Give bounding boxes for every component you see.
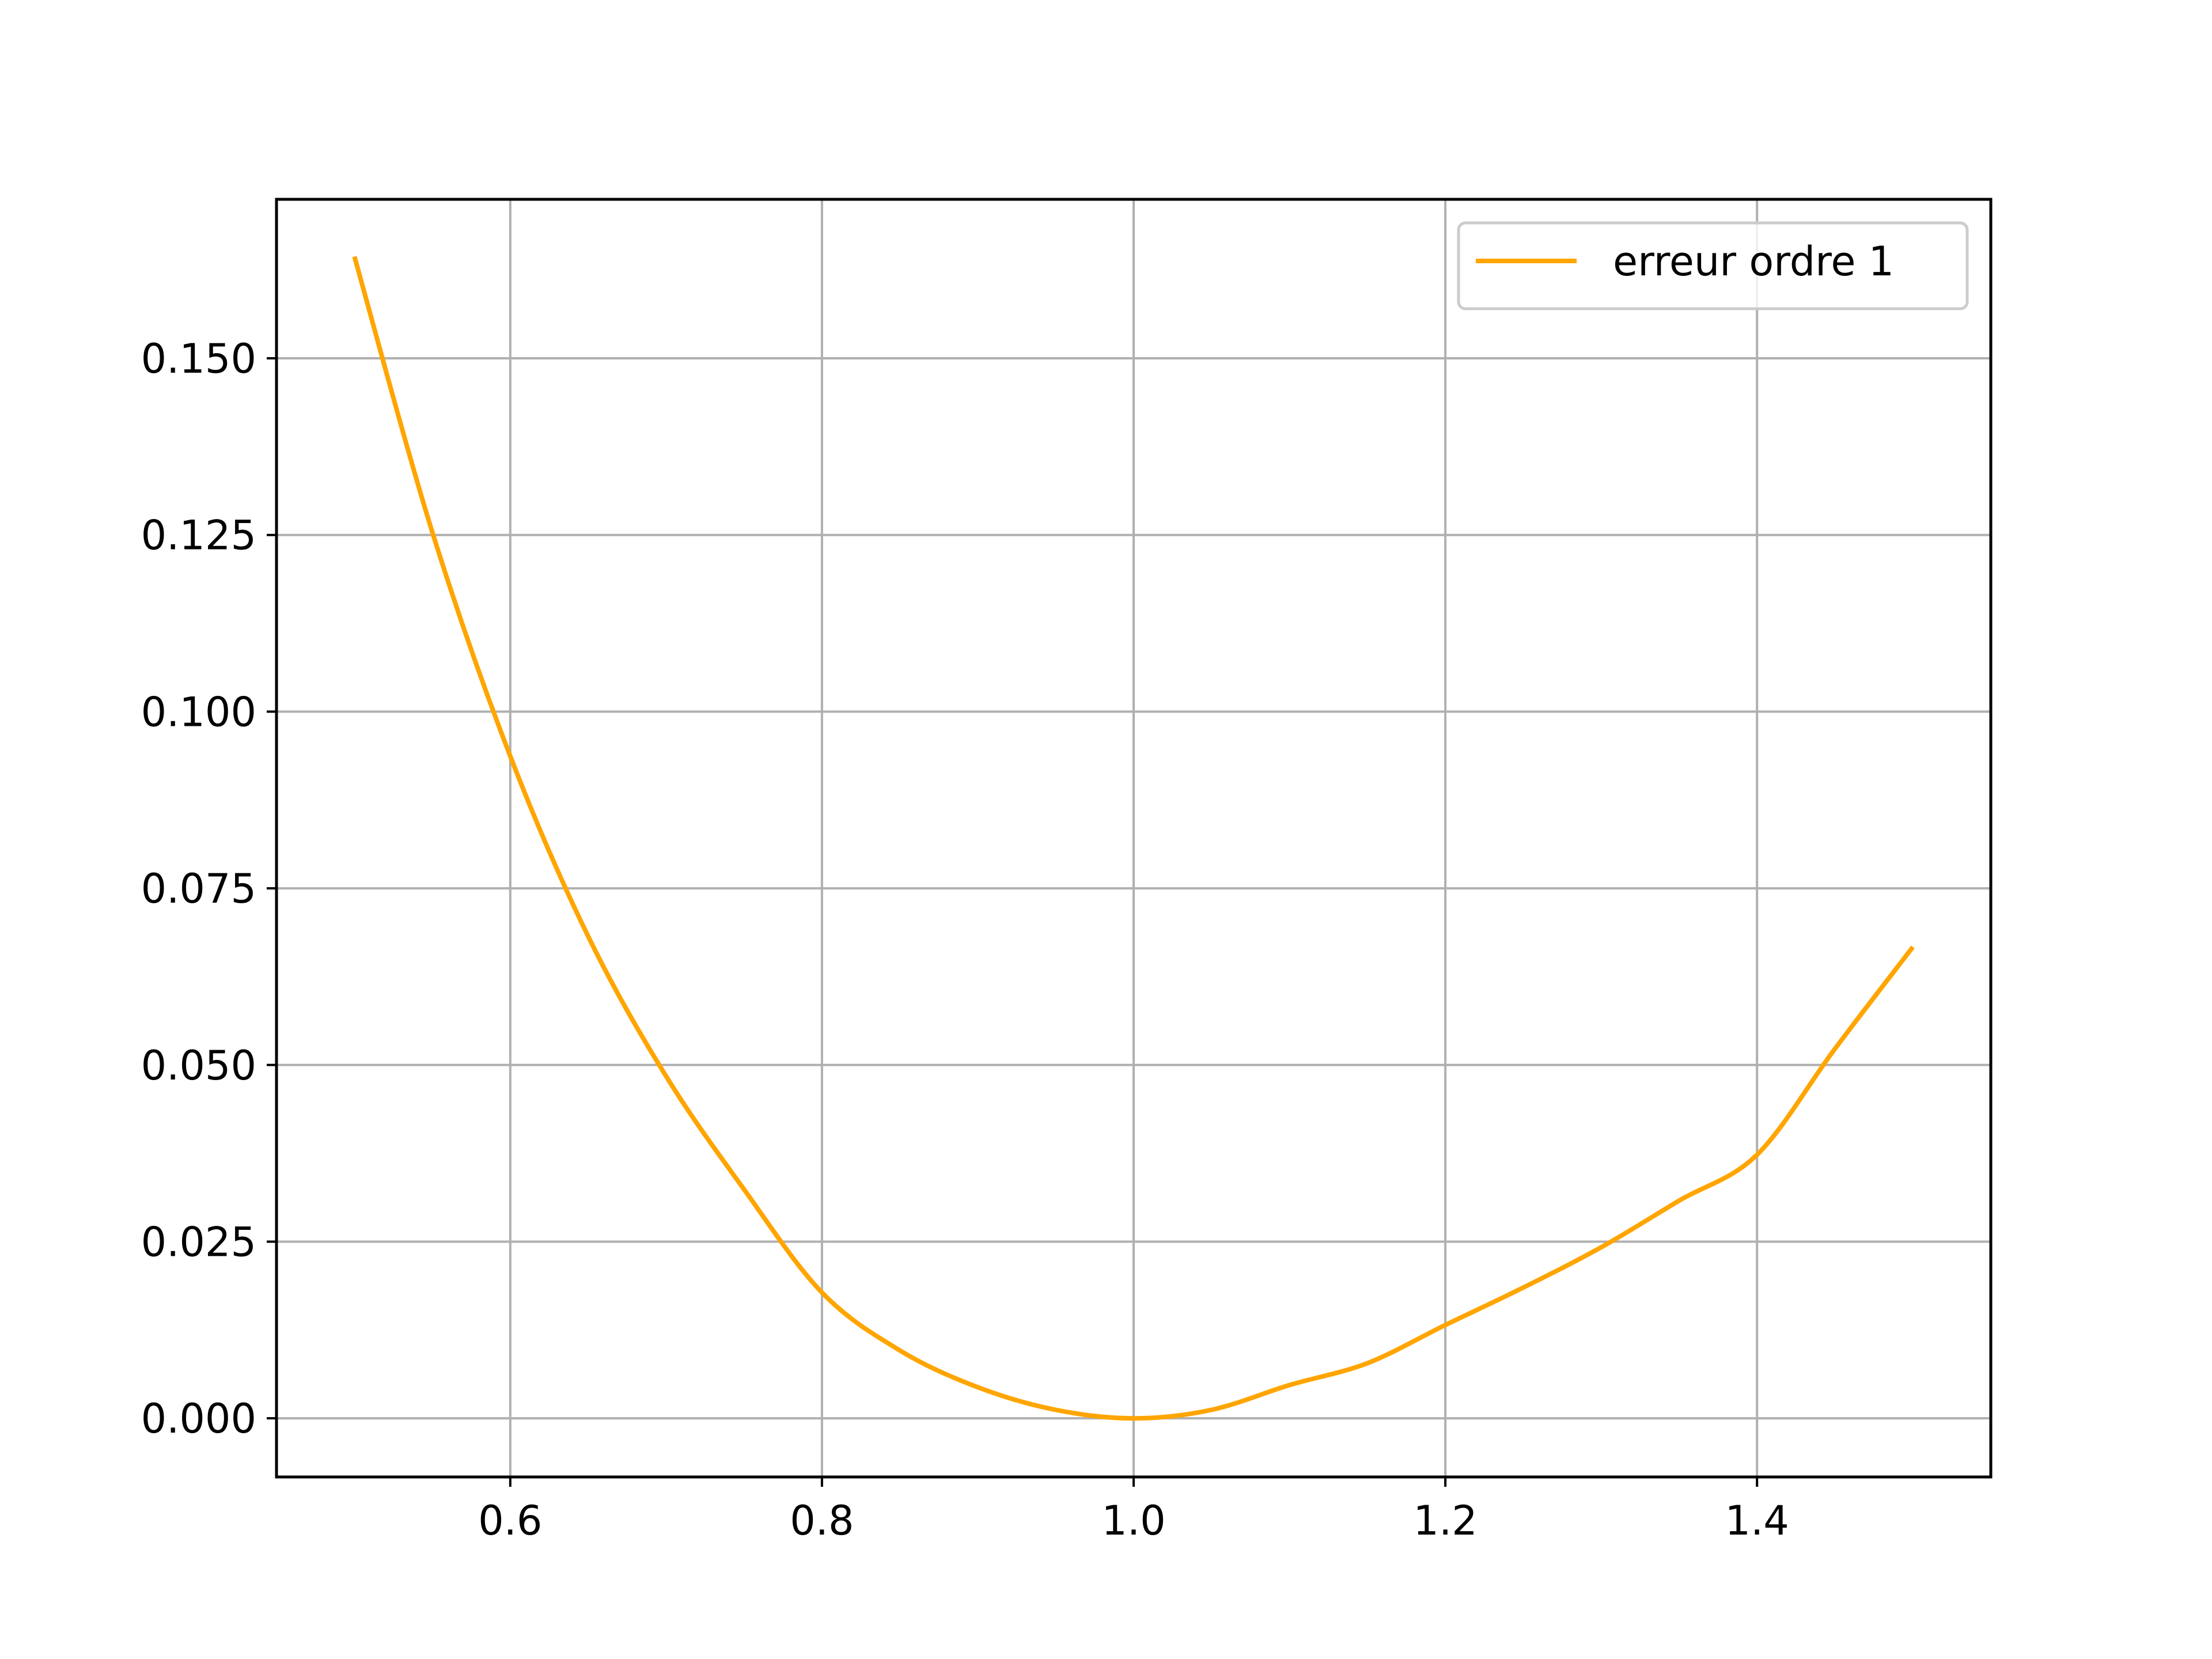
- series-line-0: [352, 256, 1915, 1421]
- y-tick-label: 0.000: [141, 1395, 256, 1442]
- grid: [276, 199, 1991, 1477]
- legend-label: erreur ordre 1: [1613, 238, 1894, 285]
- ticks: 0.6 0.8 1.0 1.2 1.4 0.000 0.025 0.050 0.075 0.100…: [141, 335, 1789, 1544]
- x-tick-label: 0.6: [478, 1497, 542, 1544]
- y-tick-label: 0.100: [141, 688, 256, 736]
- y-tick-label: 0.075: [141, 865, 256, 912]
- x-tick-label: 1.0: [1101, 1497, 1165, 1544]
- y-tick-label: 0.025: [141, 1218, 256, 1266]
- y-tick-label: 0.125: [141, 512, 256, 559]
- x-tick-label: 1.2: [1413, 1497, 1477, 1544]
- y-tick-label: 0.050: [141, 1042, 256, 1089]
- legend: erreur ordre 1: [1457, 221, 1969, 310]
- x-tick-label: 1.4: [1725, 1497, 1789, 1544]
- x-tick-label: 0.8: [790, 1497, 854, 1544]
- series-layer: [352, 256, 1915, 1421]
- y-tick-label: 0.150: [141, 335, 256, 382]
- legend-box: [1457, 221, 1969, 310]
